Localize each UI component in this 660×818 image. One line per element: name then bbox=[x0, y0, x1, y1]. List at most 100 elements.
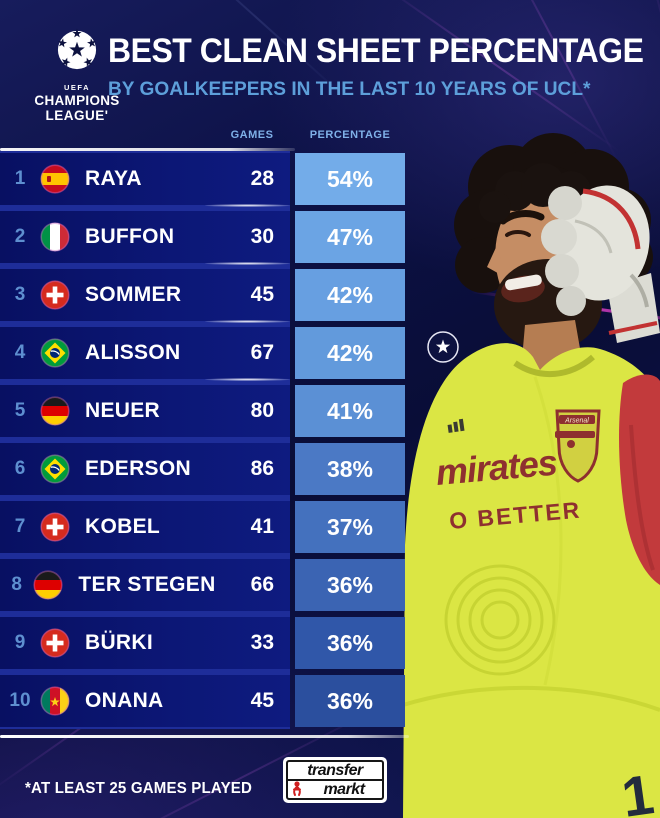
transfermarkt-logo-line2: markt bbox=[323, 781, 365, 798]
table-row: 5 NEUER 80 41% bbox=[0, 385, 405, 437]
games-value: 80 bbox=[250, 399, 274, 422]
games-value: 67 bbox=[250, 341, 274, 364]
transfermarkt-figure-icon bbox=[293, 781, 301, 796]
red-sleeve bbox=[619, 374, 660, 585]
table-row: 3 SOMMER 45 42% bbox=[0, 269, 405, 321]
switzerland-flag-icon bbox=[40, 512, 70, 542]
percentage-cell: 54% bbox=[295, 153, 405, 205]
row-left-band: 3 SOMMER 45 bbox=[0, 269, 290, 321]
rank: 1 bbox=[14, 168, 26, 189]
percentage-cell: 37% bbox=[295, 501, 405, 553]
ucl-logo: UEFA CHAMPIONS LEAGUE' bbox=[22, 24, 132, 123]
germany-flag-icon bbox=[40, 396, 70, 426]
percentage-cell: 36% bbox=[295, 559, 405, 611]
page-subtitle: BY GOALKEEPERS IN THE LAST 10 YEARS OF U… bbox=[108, 77, 591, 100]
table-row: 2 BUFFON 30 47% bbox=[0, 211, 405, 263]
table-row: 6 EDERSON 86 38% bbox=[0, 443, 405, 495]
games-value: 30 bbox=[250, 225, 274, 248]
light-streak bbox=[205, 262, 290, 265]
uefa-label: UEFA bbox=[63, 83, 90, 92]
percentage-column-header: PERCENTAGE bbox=[309, 129, 391, 141]
player-name: NEUER bbox=[85, 399, 161, 422]
chest-logo-icon bbox=[447, 418, 465, 433]
rank: 8 bbox=[11, 574, 22, 595]
rank: 3 bbox=[14, 284, 26, 305]
transfermarkt-logo: transfer markt bbox=[283, 757, 387, 803]
rank: 4 bbox=[14, 342, 26, 363]
goalkeeper-photo: Arsenal mirates O BETTER 1 bbox=[402, 133, 660, 818]
percentage-cell: 38% bbox=[295, 443, 405, 495]
row-left-band: 9 BÜRKI 33 bbox=[0, 617, 290, 669]
games-value: 41 bbox=[250, 515, 274, 538]
player-name: RAYA bbox=[85, 167, 142, 190]
row-left-band: 8 TER STEGEN 66 bbox=[0, 559, 290, 611]
row-left-band: 1 RAYA 28 bbox=[0, 153, 290, 205]
switzerland-flag-icon bbox=[40, 628, 70, 658]
player-name: TER STEGEN bbox=[78, 573, 216, 596]
games-value: 28 bbox=[250, 167, 274, 190]
games-column-header: GAMES bbox=[230, 129, 274, 141]
games-value: 86 bbox=[250, 457, 274, 480]
transfermarkt-logo-line1: transfer bbox=[288, 762, 382, 781]
player-name: BUFFON bbox=[85, 225, 175, 248]
table-row: 10 ONANA 45 36% bbox=[0, 675, 405, 727]
games-value: 33 bbox=[250, 631, 274, 654]
percentage-cell: 42% bbox=[295, 327, 405, 379]
row-left-band: 4 ALISSON 67 bbox=[0, 327, 290, 379]
table-row: 7 KOBEL 41 37% bbox=[0, 501, 405, 553]
row-left-band: 6 EDERSON 86 bbox=[0, 443, 290, 495]
row-left-band: 7 KOBEL 41 bbox=[0, 501, 290, 553]
rank: 6 bbox=[14, 458, 26, 479]
germany-flag-icon bbox=[33, 570, 63, 600]
table-rows: 1 RAYA 28 54% 2 BUFFON 30 47% 3 SOMMER 4… bbox=[0, 151, 405, 733]
percentage-cell: 36% bbox=[295, 617, 405, 669]
table-top-divider bbox=[0, 148, 295, 151]
games-value: 45 bbox=[250, 283, 274, 306]
crest-text: Arsenal bbox=[564, 418, 589, 425]
rank: 7 bbox=[14, 516, 26, 537]
table-bottom-divider bbox=[0, 735, 409, 738]
light-streak bbox=[205, 320, 290, 323]
player-name: EDERSON bbox=[85, 457, 191, 480]
games-value: 66 bbox=[250, 573, 274, 596]
row-left-band: 10 ONANA 45 bbox=[0, 675, 290, 727]
player-name: SOMMER bbox=[85, 283, 182, 306]
switzerland-flag-icon bbox=[40, 280, 70, 310]
percentage-cell: 41% bbox=[295, 385, 405, 437]
games-value: 45 bbox=[250, 689, 274, 712]
header: BEST CLEAN SHEET PERCENTAGE BY GOALKEEPE… bbox=[108, 32, 656, 101]
brazil-flag-icon bbox=[40, 454, 70, 484]
light-streak bbox=[205, 378, 290, 381]
player-name: ONANA bbox=[85, 689, 164, 712]
player-name: BÜRKI bbox=[85, 631, 153, 654]
champions-label: CHAMPIONS bbox=[34, 93, 120, 108]
rank: 10 bbox=[9, 690, 31, 711]
player-name: KOBEL bbox=[85, 515, 160, 538]
rank: 5 bbox=[14, 400, 26, 421]
percentage-cell: 42% bbox=[295, 269, 405, 321]
rank: 2 bbox=[14, 226, 26, 247]
row-left-band: 5 NEUER 80 bbox=[0, 385, 290, 437]
page-title: BEST CLEAN SHEET PERCENTAGE bbox=[108, 32, 644, 70]
table-row: 4 ALISSON 67 42% bbox=[0, 327, 405, 379]
league-label: LEAGUE' bbox=[45, 108, 109, 123]
ucl-sleeve-badge-icon bbox=[427, 331, 459, 363]
row-left-band: 2 BUFFON 30 bbox=[0, 211, 290, 263]
brazil-flag-icon bbox=[40, 338, 70, 368]
table-row: 1 RAYA 28 54% bbox=[0, 153, 405, 205]
player-name: ALISSON bbox=[85, 341, 181, 364]
column-headers: GAMES PERCENTAGE bbox=[0, 129, 405, 141]
rank: 9 bbox=[14, 632, 26, 653]
footnote: *AT LEAST 25 GAMES PLAYED bbox=[25, 780, 253, 797]
ucl-starball-icon bbox=[57, 28, 97, 70]
spain-flag-icon bbox=[40, 164, 70, 194]
light-streak bbox=[205, 204, 290, 207]
table-row: 9 BÜRKI 33 36% bbox=[0, 617, 405, 669]
table-row: 8 TER STEGEN 66 36% bbox=[0, 559, 405, 611]
cameroon-flag-icon bbox=[40, 686, 70, 716]
percentage-cell: 47% bbox=[295, 211, 405, 263]
goalkeeper-glove bbox=[541, 185, 660, 343]
italy-flag-icon bbox=[40, 222, 70, 252]
percentage-cell: 36% bbox=[295, 675, 405, 727]
